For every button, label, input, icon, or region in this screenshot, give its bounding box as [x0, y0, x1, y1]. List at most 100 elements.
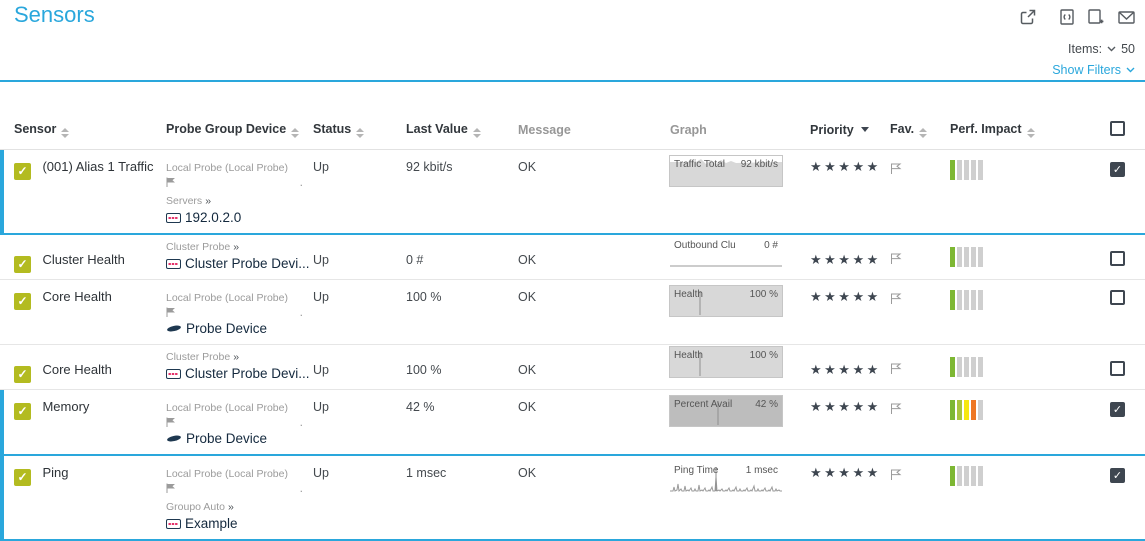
top-bar: Sensors Items: — [0, 0, 1145, 82]
show-filters-toggle[interactable]: Show Filters — [1052, 63, 1135, 77]
favorite-flag-icon[interactable] — [890, 293, 902, 304]
priority-stars[interactable]: ★★★★★ — [810, 289, 881, 304]
column-header-probe-group-device[interactable]: Probe Group Device — [166, 115, 313, 150]
message-text: OK — [518, 363, 537, 377]
group-name[interactable]: Servers — [166, 195, 203, 207]
email-icon[interactable] — [1118, 10, 1135, 24]
row-select-checkbox[interactable] — [1110, 251, 1125, 266]
group-name[interactable]: Cluster Probe — [166, 351, 231, 363]
column-header-sensor[interactable]: Sensor — [0, 115, 166, 150]
perf-impact-bar — [964, 290, 969, 310]
select-all-checkbox[interactable] — [1110, 121, 1125, 136]
sensor-name[interactable]: Cluster Health — [42, 252, 125, 267]
device-name[interactable]: Cluster Probe Devi... — [185, 366, 310, 381]
sensor-status-checkbox[interactable]: ✓ — [14, 163, 31, 180]
perf-impact-bar — [978, 466, 983, 486]
last-value: 42 % — [406, 400, 435, 414]
column-header-status[interactable]: Status — [313, 115, 406, 150]
mini-graph[interactable]: Health 100 % — [669, 285, 783, 317]
row-select-checkbox[interactable]: ✓ — [1110, 468, 1125, 483]
mini-graph[interactable]: Ping Time 1 msec — [670, 462, 782, 492]
column-header-priority[interactable]: Priority — [810, 115, 890, 150]
external-link-icon[interactable] — [1020, 9, 1036, 25]
sensor-name[interactable]: Ping — [42, 465, 69, 480]
sort-icon[interactable] — [919, 128, 928, 138]
device-name[interactable]: Probe Device — [186, 431, 268, 446]
group-line: Cluster Probe» — [166, 347, 313, 365]
sort-icon[interactable] — [1026, 128, 1035, 138]
probe-name[interactable]: Local Probe (Local Probe) — [166, 468, 288, 480]
sensor-name[interactable]: Core Health — [42, 362, 112, 377]
device-name[interactable]: Cluster Probe Devi... — [185, 256, 310, 271]
priority-stars[interactable]: ★★★★★ — [810, 252, 881, 267]
device-name[interactable]: 192.0.2.0 — [185, 210, 242, 225]
priority-stars[interactable]: ★★★★★ — [810, 362, 881, 377]
table-row[interactable]: ✓ Core Health Cluster Probe» Cluster Pro… — [0, 344, 1145, 390]
mini-graph[interactable]: Percent Avail 42 % — [669, 395, 783, 427]
perf-impact-bar — [978, 400, 983, 420]
probe-name[interactable]: Local Probe (Local Probe) — [166, 292, 288, 304]
sort-icon[interactable] — [291, 128, 300, 138]
favorite-flag-icon[interactable] — [890, 469, 902, 480]
table-row[interactable]: ✓ Cluster Health Cluster Probe» Cluster … — [0, 234, 1145, 280]
table-row[interactable]: ✓ Memory Local Probe (Local Probe) . Pr — [0, 389, 1145, 456]
column-header-fav[interactable]: Fav. — [890, 115, 950, 150]
sensor-status-checkbox[interactable]: ✓ — [14, 469, 31, 486]
priority-stars[interactable]: ★★★★★ — [810, 159, 881, 174]
sort-desc-icon[interactable] — [860, 127, 869, 132]
sensor-status-checkbox[interactable]: ✓ — [14, 256, 31, 273]
xml-export-icon[interactable] — [1060, 9, 1074, 25]
graph-value: 1 msec — [745, 465, 778, 476]
sort-icon[interactable] — [356, 128, 365, 138]
column-header-label: Graph — [670, 123, 707, 137]
mini-graph[interactable]: Outbound Clu 0 # — [670, 237, 782, 267]
column-header-graph[interactable]: Graph — [670, 115, 810, 150]
items-per-page[interactable]: Items: 50 — [1068, 42, 1135, 56]
sort-icon[interactable] — [472, 128, 481, 138]
sensor-status-checkbox[interactable]: ✓ — [14, 366, 31, 383]
sensor-name[interactable]: Core Health — [42, 289, 112, 304]
chevron-down-icon[interactable] — [1107, 46, 1116, 52]
mini-graph[interactable]: Health 100 % — [669, 346, 783, 378]
table-row[interactable]: ✓ (001) Alias 1 Traffic Local Probe (Loc… — [0, 149, 1145, 235]
device-name[interactable]: Probe Device — [186, 321, 268, 336]
sensor-status-checkbox[interactable]: ✓ — [14, 293, 31, 310]
row-select-checkbox[interactable]: ✓ — [1110, 402, 1125, 417]
items-count[interactable]: 50 — [1121, 42, 1135, 56]
favorite-flag-icon[interactable] — [890, 253, 902, 264]
row-select-checkbox[interactable] — [1110, 290, 1125, 305]
table-row[interactable]: ✓ Ping Local Probe (Local Probe) . Group… — [0, 455, 1145, 541]
sensor-status-checkbox[interactable]: ✓ — [14, 403, 31, 420]
column-header-checkbox[interactable] — [1110, 115, 1145, 150]
mini-graph[interactable]: Traffic Total 92 kbit/s — [669, 155, 783, 187]
column-header-perf-impact[interactable]: Perf. Impact — [950, 115, 1110, 150]
favorite-flag-icon[interactable] — [890, 403, 902, 414]
group-name[interactable]: Cluster Probe — [166, 241, 231, 253]
check-icon: ✓ — [17, 257, 28, 271]
perf-impact-bar — [950, 160, 955, 180]
favorite-flag-icon[interactable] — [890, 163, 902, 174]
sensor-name[interactable]: (001) Alias 1 Traffic — [42, 159, 154, 174]
column-header-label: Perf. Impact — [950, 122, 1022, 136]
favorite-flag-icon[interactable] — [890, 363, 902, 374]
probe-name[interactable]: Local Probe (Local Probe) — [166, 162, 288, 174]
sort-icon[interactable] — [61, 128, 70, 138]
sensor-name[interactable]: Memory — [42, 399, 90, 414]
row-select-checkbox[interactable]: ✓ — [1110, 162, 1125, 177]
graph-label: Percent Avail — [674, 399, 733, 410]
graph-label: Ping Time — [674, 465, 719, 476]
status-text: Up — [313, 160, 329, 174]
priority-stars[interactable]: ★★★★★ — [810, 399, 881, 414]
probe-flag-icon — [166, 417, 177, 427]
priority-stars[interactable]: ★★★★★ — [810, 465, 881, 480]
perf-impact-bar — [964, 247, 969, 267]
table-row[interactable]: ✓ Core Health Local Probe (Local Probe) … — [0, 279, 1145, 345]
probe-name[interactable]: Local Probe (Local Probe) — [166, 402, 288, 414]
row-select-checkbox[interactable] — [1110, 361, 1125, 376]
column-header-message[interactable]: Message — [518, 115, 670, 150]
column-header-last-value[interactable]: Last Value — [406, 115, 518, 150]
graph-label: Health — [674, 289, 703, 300]
add-report-icon[interactable] — [1088, 9, 1104, 25]
device-name[interactable]: Example — [185, 516, 238, 531]
group-name[interactable]: Groupo Auto — [166, 501, 225, 513]
